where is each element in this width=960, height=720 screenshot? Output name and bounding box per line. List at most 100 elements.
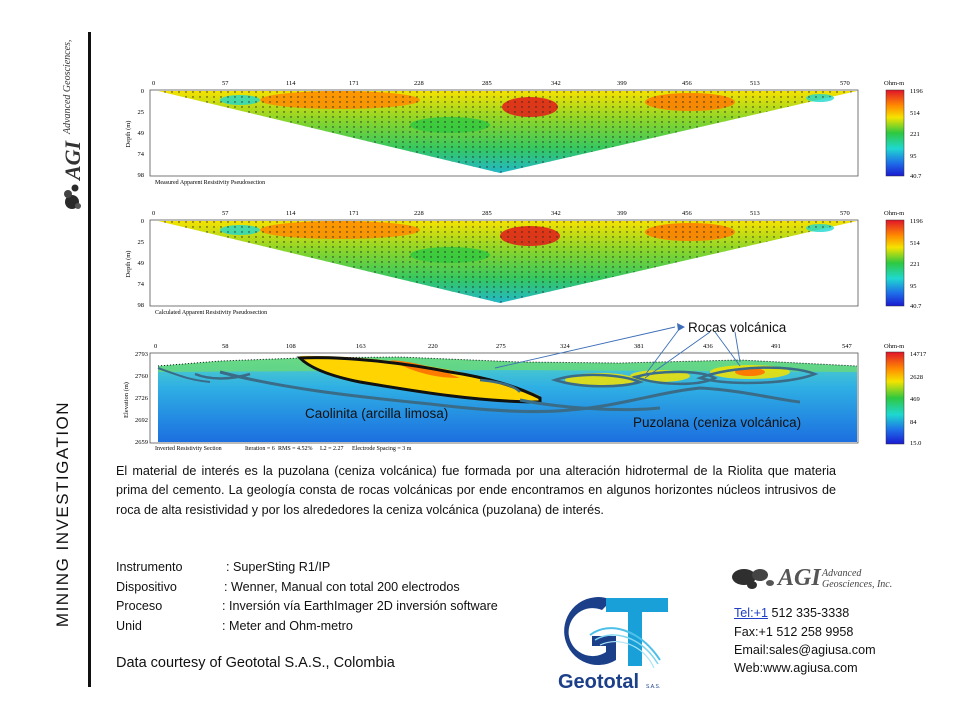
spec-label: Dispositivo — [116, 580, 177, 594]
legend-tick: 469 — [910, 396, 920, 403]
y-tick: 2659 — [135, 439, 148, 446]
contact-email: Email:sales@agiusa.com — [734, 643, 876, 657]
color-scale — [885, 89, 905, 177]
x-tick: 57 — [222, 80, 229, 87]
x-tick: 228 — [414, 80, 424, 87]
x-tick: 114 — [286, 80, 296, 87]
plot-caption: Inverted Resistivity Section — [155, 446, 222, 452]
y-tick: 98 — [138, 302, 145, 309]
y-axis-label: Depth (m) — [125, 121, 132, 148]
legend-tick: 221 — [910, 261, 920, 268]
x-tick: 399 — [617, 80, 627, 87]
annotation-arrows — [494, 323, 741, 379]
y-tick: 49 — [138, 130, 145, 137]
x-tick: 285 — [482, 210, 492, 217]
x-tick: 114 — [286, 210, 296, 217]
x-tick: 0 — [152, 80, 155, 87]
agi-company-line2: Geosciences, Inc. — [822, 579, 892, 590]
side-logo-text: AGI — [60, 139, 85, 182]
y-tick: 25 — [138, 239, 145, 246]
plot-frame — [149, 219, 859, 307]
spec-value: : SuperSting R1/IP — [226, 560, 331, 574]
y-tick: 0 — [141, 218, 144, 225]
color-scale — [885, 351, 905, 445]
x-tick: 456 — [682, 80, 693, 87]
x-tick: 399 — [617, 210, 627, 217]
iteration-label: Iteration = 6 — [245, 446, 275, 452]
electrode-spacing-label: Electrode Spacing = 3 m — [352, 446, 412, 452]
geototal-logo: Geototal S.A.S. — [558, 597, 668, 693]
measured-pseudosection: 0 57 114 171 228 285 342 399 456 513 570… — [125, 80, 924, 186]
x-tick: 513 — [750, 210, 760, 217]
plot-caption: Calculated Apparent Resistivity Pseudose… — [155, 310, 267, 316]
rms-label: RMS = 4.52% — [278, 446, 313, 452]
x-tick: 513 — [750, 80, 760, 87]
arrow-line — [494, 326, 676, 369]
legend-tick: 40.7 — [910, 173, 922, 180]
data-courtesy: Data courtesy of Geototal S.A.S., Colomb… — [116, 655, 395, 671]
description-paragraph: El material de interés es la puzolana (c… — [116, 464, 836, 517]
legend-tick: 95 — [910, 283, 917, 290]
legend-tick: 514 — [910, 110, 921, 117]
caolinita-outline — [296, 356, 542, 404]
spec-value: : Inversión vía EarthImager 2D inversión… — [222, 599, 498, 613]
contact-web: Web:www.agiusa.com — [734, 661, 858, 675]
geototal-suffix: S.A.S. — [646, 684, 660, 690]
y-axis-label: Depth (m) — [125, 251, 132, 278]
legend-tick: 40.7 — [910, 303, 922, 310]
x-tick: 163 — [356, 343, 366, 350]
spec-label: Proceso — [116, 599, 163, 613]
tel-link[interactable]: Tel:+1 — [734, 606, 768, 620]
spec-label: Unid — [116, 619, 142, 633]
contact-fax: Fax:+1 512 258 9958 — [734, 625, 854, 639]
x-tick: 220 — [428, 343, 438, 350]
legend-tick: 2628 — [910, 374, 923, 381]
plot-frame — [149, 89, 859, 177]
x-tick: 324 — [560, 343, 571, 350]
spec-value: : Meter and Ohm-metro — [222, 619, 353, 633]
resistivity-figure: 0 57 114 171 228 285 342 399 456 513 570… — [123, 80, 927, 452]
x-tick: 456 — [682, 210, 693, 217]
y-tick: 74 — [138, 281, 145, 288]
x-tick: 58 — [222, 343, 229, 350]
x-tick: 436 — [703, 343, 714, 350]
y-tick: 74 — [138, 151, 145, 158]
x-tick: 108 — [286, 343, 296, 350]
x-tick: 381 — [634, 343, 644, 350]
side-title: MINING INVESTIGATION — [53, 400, 72, 628]
tel-number: 512 335-3338 — [767, 606, 850, 620]
legend-unit: Ohm-m — [884, 80, 904, 87]
globe-map-icon — [64, 184, 81, 209]
y-tick: 0 — [141, 88, 144, 95]
caolinita-label: Caolinita (arcilla limosa) — [305, 406, 448, 421]
legend-tick: 15.0 — [910, 440, 921, 447]
agi-logo-text: AGI — [776, 565, 822, 591]
x-tick: 342 — [551, 210, 561, 217]
puzolana-label: Puzolana (ceniza volcánica) — [633, 415, 801, 430]
x-tick: 570 — [840, 80, 850, 87]
y-axis-label: Elevation (m) — [123, 382, 130, 418]
x-tick: 342 — [551, 80, 561, 87]
x-tick: 171 — [349, 210, 359, 217]
legend-tick: 1196 — [910, 218, 924, 225]
l2-label: L2 = 2.27 — [320, 446, 344, 452]
sidebar-divider — [88, 32, 91, 687]
y-tick: 2726 — [135, 395, 149, 402]
x-tick: 491 — [771, 343, 781, 350]
y-tick: 49 — [138, 260, 145, 267]
arrow-line — [734, 331, 741, 363]
agi-company-line1: Advanced — [821, 568, 862, 579]
legend-tick: 1196 — [910, 88, 924, 95]
spec-label: Instrumento — [116, 560, 183, 574]
geototal-name: Geototal — [558, 671, 639, 693]
legend-tick: 95 — [910, 153, 917, 160]
agi-side-logo: AGI Advanced Geosciences, Inc. — [60, 40, 85, 209]
y-tick: 2793 — [135, 351, 148, 358]
x-tick: 0 — [152, 210, 155, 217]
plot-frame — [149, 352, 859, 444]
x-tick: 570 — [840, 210, 850, 217]
world-map-icon — [732, 569, 774, 589]
puzolana-outline — [219, 370, 801, 414]
x-tick: 171 — [349, 80, 359, 87]
x-tick: 228 — [414, 210, 424, 217]
